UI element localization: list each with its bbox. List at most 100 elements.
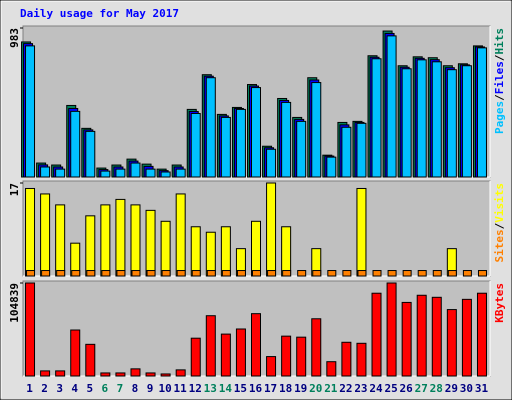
bar	[235, 328, 246, 377]
x-tick-label: 5	[86, 382, 93, 395]
legend-entry: Pages	[493, 101, 506, 134]
bar	[476, 292, 487, 377]
bar	[175, 193, 186, 277]
bar	[176, 270, 186, 277]
bar	[85, 215, 96, 277]
bar	[297, 270, 307, 277]
bar	[70, 329, 81, 377]
bar	[266, 182, 277, 277]
bar	[341, 341, 352, 377]
bar	[235, 108, 246, 178]
bar	[220, 333, 231, 377]
bar	[312, 270, 322, 277]
bar	[387, 270, 397, 277]
bar	[266, 356, 277, 377]
x-tick-label: 21	[324, 382, 338, 395]
legend: Sites/Visits	[493, 183, 506, 263]
bar	[461, 65, 472, 178]
bar	[71, 270, 81, 277]
x-tick-label: 9	[147, 382, 154, 395]
bar	[161, 270, 171, 277]
bar	[267, 270, 277, 277]
bar	[356, 342, 367, 377]
legend-entry: Files	[493, 61, 506, 94]
x-tick-label: 6	[102, 382, 109, 395]
bar	[25, 187, 36, 277]
bar	[205, 315, 216, 377]
bar	[326, 156, 337, 178]
bar	[311, 82, 322, 178]
bar	[25, 282, 36, 377]
bar	[190, 226, 201, 277]
x-tick-label: 18	[279, 382, 292, 395]
y-tick-label: 17	[8, 183, 21, 196]
bar	[40, 166, 51, 178]
bar	[417, 270, 427, 277]
bar	[342, 270, 352, 277]
y-tick-label: 983	[8, 28, 21, 48]
bar	[327, 270, 337, 277]
bar	[266, 148, 277, 178]
x-tick-label: 3	[56, 382, 63, 395]
bar	[130, 368, 141, 377]
bar	[85, 130, 96, 178]
bar	[70, 110, 81, 178]
bar	[100, 204, 111, 277]
bar	[372, 270, 382, 277]
bar	[296, 336, 307, 377]
x-tick-label: 12	[189, 382, 202, 395]
legend-separator: /	[493, 94, 506, 101]
bar	[190, 112, 201, 178]
bar	[145, 168, 156, 178]
bar	[145, 372, 156, 377]
bar	[431, 296, 442, 377]
x-tick-label: 15	[234, 382, 247, 395]
bar	[252, 270, 261, 277]
bar	[56, 270, 66, 277]
bar	[416, 294, 427, 377]
x-tick-label: 10	[158, 382, 171, 395]
bar	[130, 204, 141, 277]
x-tick-label: 29	[445, 382, 458, 395]
bar	[86, 270, 96, 277]
bar	[25, 45, 36, 178]
bar	[371, 58, 382, 178]
x-tick-label: 13	[204, 382, 217, 395]
bar	[221, 270, 231, 277]
x-tick-label: 8	[132, 382, 139, 395]
bar	[205, 231, 216, 277]
bar	[220, 116, 231, 178]
bar	[401, 68, 412, 178]
bar	[477, 270, 487, 277]
bar	[206, 270, 216, 277]
bar	[26, 270, 36, 277]
bar	[311, 318, 322, 377]
legend-separator: /	[493, 54, 506, 61]
bar	[251, 313, 261, 377]
bar	[251, 87, 261, 178]
x-tick-label: 31	[475, 382, 489, 395]
bar	[386, 35, 397, 178]
x-tick-label: 7	[117, 382, 124, 395]
bar	[401, 301, 412, 377]
bar	[220, 226, 231, 277]
chart-title: Daily usage for May 2017	[20, 7, 179, 20]
bar	[446, 69, 457, 178]
bar	[446, 309, 457, 377]
bar	[326, 361, 337, 377]
x-tick-label: 20	[309, 382, 322, 395]
bar	[251, 220, 261, 277]
bar	[101, 270, 111, 277]
bar	[476, 47, 487, 178]
legend-entry: Hits	[493, 28, 506, 55]
bar	[357, 270, 367, 277]
bar	[115, 168, 126, 178]
bar	[205, 77, 216, 178]
bar	[145, 209, 156, 277]
bar	[462, 270, 472, 277]
x-tick-label: 22	[339, 382, 352, 395]
bar	[341, 126, 352, 178]
bar	[160, 171, 171, 178]
x-tick-label: 25	[384, 382, 397, 395]
